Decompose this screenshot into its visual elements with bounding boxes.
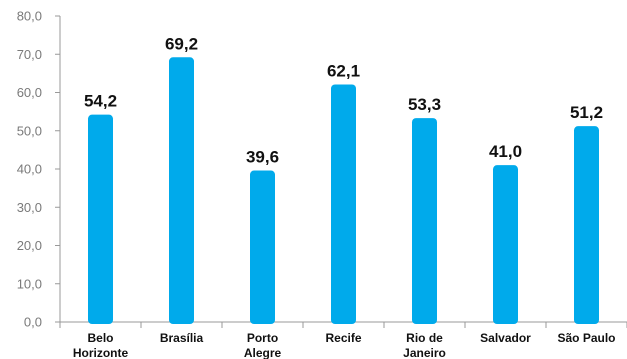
category-label-line: Brasília [160,331,204,345]
bar [574,126,599,324]
y-tick-label: 50,0 [17,123,42,138]
category-label-line: São Paulo [557,331,615,345]
category-label-line: Rio de [406,331,443,345]
y-tick-label: 60,0 [17,85,42,100]
data-label: 69,2 [165,34,198,53]
data-label: 62,1 [327,61,360,80]
category-label-line: Horizonte [73,346,129,359]
bars [88,57,599,325]
category-label: São Paulo [557,331,615,345]
category-label-line: Recife [325,331,361,345]
category-label: Porto Alegre [244,331,282,359]
category-label: Recife [325,331,361,345]
category-label: Brasília [160,331,204,345]
bar [250,170,275,324]
bar [331,84,356,324]
y-tick-label: 10,0 [17,276,42,291]
bar [412,118,437,324]
data-label: 53,3 [408,95,441,114]
y-tick-label: 30,0 [17,200,42,215]
y-tick-label: 20,0 [17,238,42,253]
y-tick-label: 70,0 [17,47,42,62]
category-label-line: Porto [247,331,278,345]
bar [169,57,194,325]
y-tick-label: 40,0 [17,162,42,177]
y-tick-label: 80,0 [17,9,42,24]
data-label: 51,2 [570,103,603,122]
category-label: Belo Horizonte [73,331,129,359]
bar [493,165,518,324]
data-labels: 54,2 69,2 39,6 62,1 53,3 41,0 51,2 [84,34,603,166]
category-label-line: Janeiro [403,346,446,359]
data-label: 39,6 [246,148,279,167]
category-labels: Belo Horizonte Brasília Porto Alegre Recife Ri… [73,331,616,359]
category-label-line: Alegre [244,346,282,359]
bar [88,114,113,324]
y-tick-label: 0,0 [24,315,42,330]
category-label-line: Belo [87,331,113,345]
category-label: Salvador [480,331,531,345]
data-label: 41,0 [489,142,522,161]
category-label: Rio de Janeiro [403,331,446,359]
data-label: 54,2 [84,92,117,111]
category-label-line: Salvador [480,331,531,345]
y-axis: 0,0 10,0 20,0 30,0 40,0 50,0 60,0 70,0 80,0 [17,9,61,330]
